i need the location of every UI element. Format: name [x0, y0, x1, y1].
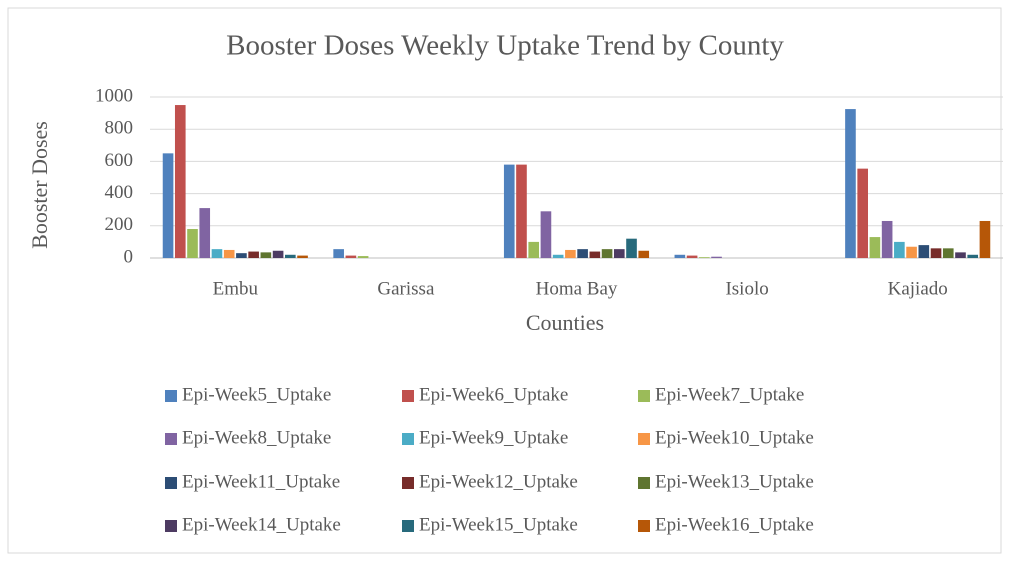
legend-swatch [402, 390, 414, 402]
bar [967, 254, 979, 258]
bar [248, 251, 259, 258]
legend-label: Epi-Week5_Uptake [182, 384, 331, 405]
x-tick-label: Garissa [377, 278, 435, 299]
x-axis-title: Counties [526, 310, 604, 335]
x-tick-label: Isiolo [725, 278, 768, 299]
chart-title: Booster Doses Weekly Uptake Trend by Cou… [226, 30, 784, 62]
bar [955, 252, 966, 258]
bar [638, 250, 650, 258]
legend-label: Epi-Week15_Uptake [419, 514, 578, 535]
legend-swatch [402, 477, 414, 489]
bar [979, 220, 991, 258]
bar [906, 246, 917, 258]
legend-swatch [165, 390, 177, 402]
bar [187, 229, 198, 258]
y-tick-label: 800 [105, 118, 134, 139]
bar [869, 237, 881, 258]
bar [174, 105, 186, 258]
x-tick-label: Homa Bay [536, 278, 618, 299]
bar [236, 253, 247, 258]
y-tick-label: 400 [105, 182, 134, 203]
legend-label: Epi-Week7_Uptake [655, 384, 804, 405]
bar [711, 256, 722, 258]
bar [211, 249, 223, 258]
legend-swatch [165, 477, 177, 489]
bar [857, 168, 868, 258]
bar [674, 254, 686, 258]
legend-label: Epi-Week13_Uptake [655, 471, 814, 492]
legend-label: Epi-Week9_Uptake [419, 427, 568, 448]
bar [516, 164, 527, 258]
legend-label: Epi-Week11_Uptake [182, 471, 340, 492]
legend-label: Epi-Week10_Uptake [655, 427, 814, 448]
x-tick-label: Kajiado [888, 278, 948, 299]
bar [589, 251, 601, 258]
bar [601, 249, 613, 258]
bar [577, 249, 588, 258]
legend-label: Epi-Week12_Uptake [419, 471, 578, 492]
bar [930, 248, 942, 258]
legend-label: Epi-Week14_Uptake [182, 514, 341, 535]
legend-swatch [402, 433, 414, 445]
bar [942, 248, 954, 258]
legend-swatch [638, 477, 650, 489]
bar [565, 249, 576, 258]
bar [552, 254, 564, 258]
bar [698, 257, 710, 258]
y-tick-label: 1000 [95, 85, 133, 106]
bar [357, 256, 369, 258]
legend-swatch [165, 520, 177, 532]
bar [881, 220, 893, 258]
bar [894, 241, 905, 258]
bar [613, 249, 625, 258]
chart-border [7, 7, 1002, 554]
legend-swatch [165, 433, 177, 445]
bar [528, 241, 540, 258]
bar [626, 238, 637, 258]
legend-swatch [638, 390, 650, 402]
bar [297, 255, 308, 258]
y-tick-label: 200 [105, 214, 134, 235]
legend-swatch [638, 433, 650, 445]
bar [162, 153, 174, 258]
bar [199, 208, 211, 258]
y-tick-label: 0 [124, 246, 134, 267]
bar [272, 250, 284, 258]
bar [503, 164, 515, 258]
bar [223, 249, 235, 258]
bar [345, 255, 357, 258]
bar [260, 252, 272, 258]
legend-swatch [638, 520, 650, 532]
y-tick-label: 600 [105, 150, 134, 171]
legend-label: Epi-Week6_Uptake [419, 384, 568, 405]
bar [285, 254, 296, 258]
bar [845, 109, 856, 258]
legend-label: Epi-Week16_Uptake [655, 514, 814, 535]
legend-label: Epi-Week8_Uptake [182, 427, 331, 448]
legend-swatch [402, 520, 414, 532]
x-tick-label: Embu [213, 278, 259, 299]
bar [333, 249, 344, 258]
bar [918, 245, 930, 258]
y-axis-title: Booster Doses [27, 121, 52, 249]
bar [686, 255, 698, 258]
bar [540, 211, 552, 258]
